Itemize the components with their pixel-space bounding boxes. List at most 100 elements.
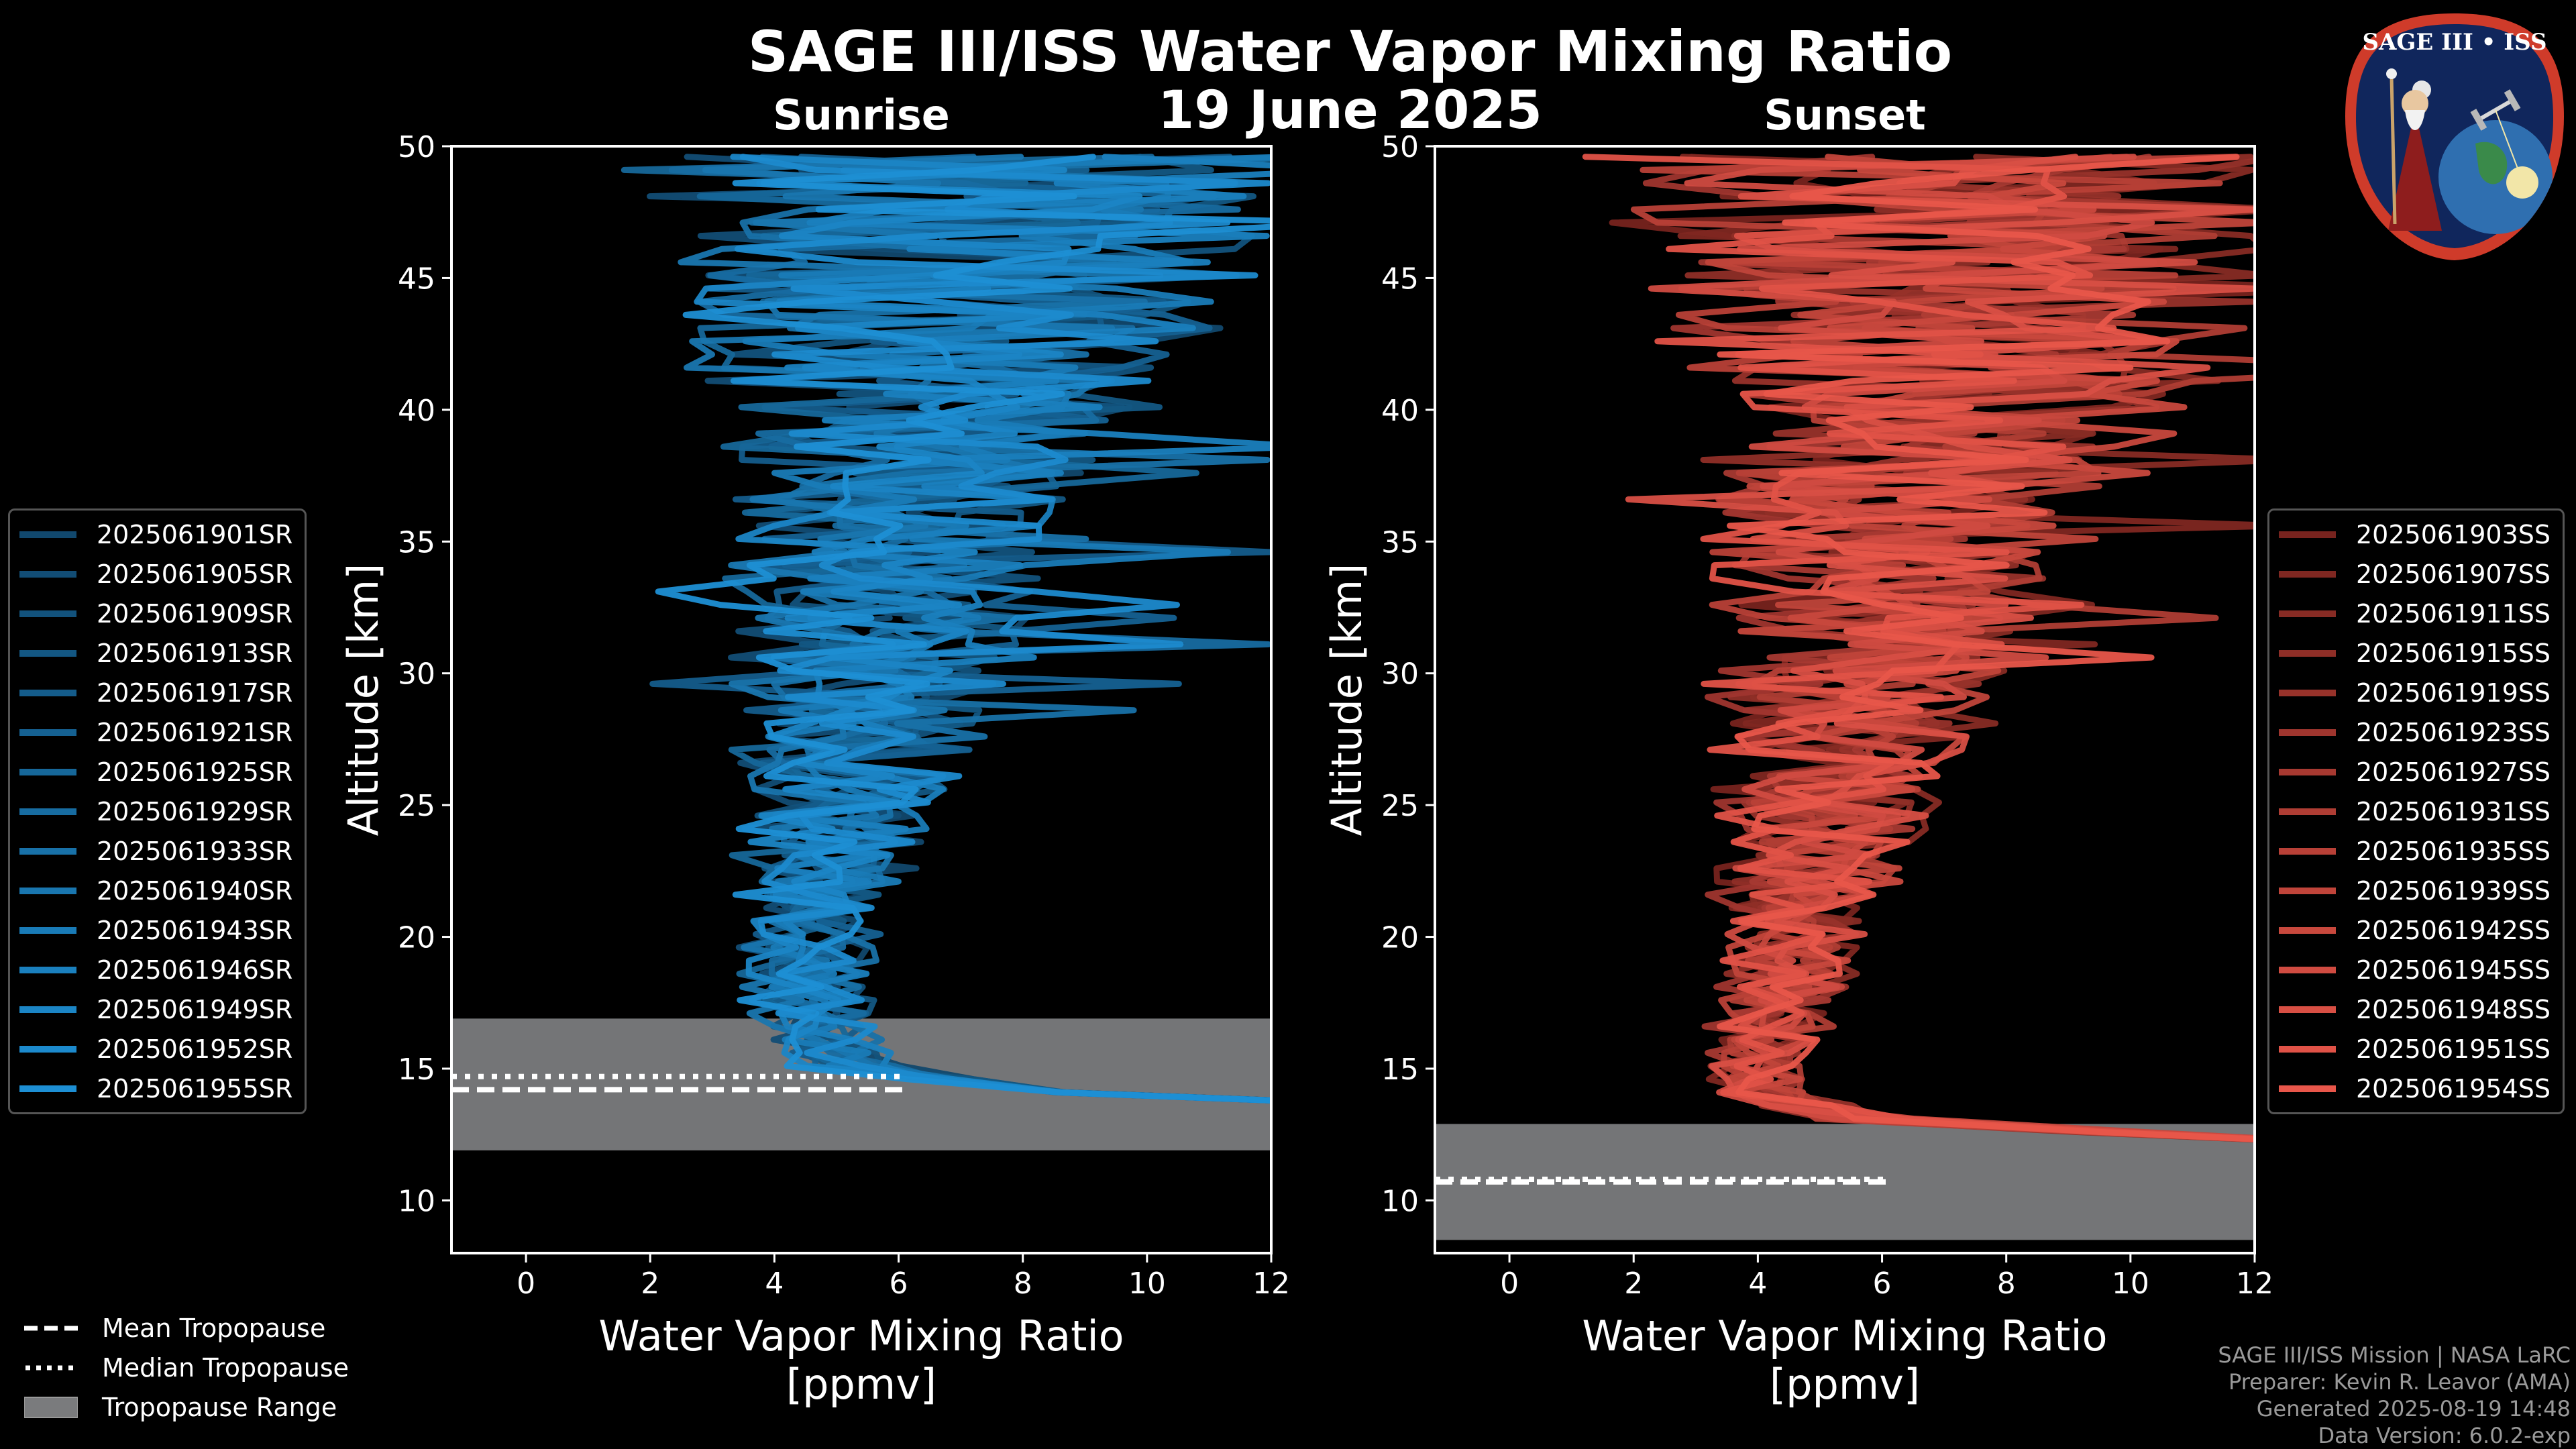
sr-x-axis-label: Water Vapor Mixing Ratio	[598, 1311, 1124, 1360]
sunrise-legend: 2025061901SR 2025061905SR 2025061909SR 2025…	[8, 508, 307, 1114]
trop-legend-range-label: Tropopause Range	[102, 1392, 337, 1422]
sr-legend-label: 2025061909SR	[97, 598, 293, 629]
ss-legend-swatch	[2279, 1085, 2336, 1092]
trop-legend-mean-label: Mean Tropopause	[102, 1313, 326, 1343]
ss-legend-label: 2025061923SS	[2356, 717, 2551, 747]
ss-legend-swatch	[2279, 926, 2336, 934]
sr-y-tick-label: 40	[398, 394, 435, 428]
credits-generated: Generated 2025-08-19 14:48	[2256, 1396, 2571, 1421]
ss-x-axis-label: Water Vapor Mixing Ratio	[1582, 1311, 2107, 1360]
ss-legend-swatch	[2279, 570, 2336, 578]
ss-x-tick-label: 8	[1997, 1267, 2016, 1301]
ss-y-axis-label: Altitude [km]	[1322, 564, 1371, 837]
sr-legend-item: 2025061946SR	[19, 950, 292, 989]
sunset-panel-title: Sunset	[1764, 91, 1926, 140]
ss-y-tick-label: 40	[1381, 394, 1419, 428]
sr-legend-label: 2025061943SR	[97, 915, 293, 945]
patch-text: SAGE III • ISS	[2362, 29, 2546, 56]
sr-legend-label: 2025061940SR	[97, 875, 293, 906]
ss-legend-label: 2025061903SS	[2356, 519, 2551, 549]
ss-legend-label: 2025061919SS	[2356, 678, 2551, 708]
ss-profile-line	[1582, 154, 2255, 1142]
tropopause-legend: Mean Tropopause Median Tropopause Tropop…	[24, 1308, 349, 1427]
sr-x-tick-label: 2	[641, 1267, 659, 1301]
credits-mission: SAGE III/ISS Mission | NASA LaRC	[2218, 1342, 2571, 1368]
ss-axes-frame	[1434, 145, 2256, 1254]
sr-legend-swatch	[19, 1045, 76, 1053]
sr-profile-line	[655, 154, 1271, 1104]
sr-legend-swatch	[19, 808, 76, 815]
ss-legend-swatch	[2279, 847, 2336, 855]
ss-legend-label: 2025061951SS	[2356, 1034, 2551, 1064]
sr-legend-swatch	[19, 610, 76, 617]
sr-x-axis-label: [ppmv]	[786, 1360, 936, 1409]
sr-legend-swatch	[19, 887, 76, 894]
figure-title: SAGE III/ISS Water Vapor Mixing Ratio	[747, 19, 1953, 85]
sr-x-tick-label: 0	[517, 1267, 535, 1301]
ss-legend-swatch	[2279, 887, 2336, 894]
sunset-legend: 2025061903SS 2025061907SS 2025061911SS 2025…	[2267, 508, 2565, 1114]
sr-legend-swatch	[19, 1085, 76, 1092]
sr-legend-label: 2025061929SR	[97, 796, 293, 826]
credits: SAGE III/ISS Mission | NASA LaRC Prepare…	[2218, 1342, 2571, 1449]
ss-legend-label: 2025061927SS	[2356, 757, 2551, 787]
ss-y-tick-label: 15	[1381, 1053, 1419, 1087]
ss-x-tick-label: 4	[1748, 1267, 1767, 1301]
trop-legend-median-label: Median Tropopause	[102, 1352, 349, 1383]
ss-legend-item: 2025061923SS	[2279, 712, 2551, 752]
ss-legend-label: 2025061907SS	[2356, 559, 2551, 589]
ss-legend-label: 2025061942SS	[2356, 915, 2551, 945]
ss-legend-swatch	[2279, 966, 2336, 973]
ss-legend-item: 2025061935SS	[2279, 831, 2551, 871]
sr-y-tick-label: 35	[398, 525, 435, 559]
ss-y-tick-label: 45	[1381, 262, 1419, 296]
sr-legend-swatch	[19, 847, 76, 855]
trop-legend-median: Median Tropopause	[24, 1348, 349, 1387]
ss-legend-swatch	[2279, 729, 2336, 736]
sr-legend-item: 2025061955SR	[19, 1069, 292, 1108]
ss-y-tick-label: 30	[1381, 657, 1419, 692]
figure-date: 19 June 2025	[1158, 80, 1542, 141]
sr-axes-frame	[450, 145, 1273, 1254]
sr-x-tick-label: 8	[1014, 1267, 1032, 1301]
ss-legend-item: 2025061931SS	[2279, 792, 2551, 831]
sage-figure-robe	[2388, 110, 2442, 231]
ss-legend-label: 2025061915SS	[2356, 638, 2551, 668]
ss-legend-swatch	[2279, 768, 2336, 775]
ss-y-tick-label: 10	[1381, 1184, 1419, 1218]
sage-figure-beard	[2405, 110, 2425, 130]
ss-legend-label: 2025061954SS	[2356, 1073, 2551, 1104]
sr-legend-swatch	[19, 768, 76, 775]
sr-profile-lines	[621, 154, 1271, 1104]
ss-legend-item: 2025061942SS	[2279, 910, 2551, 950]
sr-panel: 0 2 4 6 8 10 12 10 15 20 25 30 35 40 45 50 Water Vapor M…	[339, 130, 1290, 1409]
sr-legend-label: 2025061901SR	[97, 519, 293, 549]
ss-legend-item: 2025061907SS	[2279, 554, 2551, 594]
ss-y-tick-label: 50	[1381, 130, 1419, 164]
sr-legend-swatch	[19, 926, 76, 934]
sr-legend-swatch	[19, 689, 76, 696]
sr-legend-item: 2025061925SR	[19, 752, 292, 792]
sr-legend-label: 2025061917SR	[97, 678, 293, 708]
sage-mission-patch: SAGE III • ISS	[2345, 13, 2564, 260]
sr-x-tick-label: 10	[1128, 1267, 1166, 1301]
sunrise-panel-title: Sunrise	[773, 91, 950, 140]
sr-legend-item: 2025061943SR	[19, 910, 292, 950]
sr-legend-swatch	[19, 531, 76, 538]
sr-x-tick-label: 6	[890, 1267, 908, 1301]
continent-shape	[2475, 142, 2508, 184]
ss-legend-item: 2025061903SS	[2279, 515, 2551, 554]
sr-legend-label: 2025061949SR	[97, 994, 293, 1024]
ss-y-tick-label: 25	[1381, 789, 1419, 823]
ss-x-tick-label: 12	[2236, 1267, 2273, 1301]
sr-x-tick-label: 12	[1252, 1267, 1290, 1301]
trop-legend-mean: Mean Tropopause	[24, 1308, 349, 1348]
sr-legend-label: 2025061933SR	[97, 836, 293, 866]
trop-legend-range: Tropopause Range	[24, 1387, 349, 1427]
ss-legend-item: 2025061945SS	[2279, 950, 2551, 989]
ss-legend-swatch	[2279, 610, 2336, 617]
ss-legend-item: 2025061927SS	[2279, 752, 2551, 792]
sr-x-tick-label: 4	[765, 1267, 784, 1301]
ss-profile-lines	[1582, 154, 2255, 1143]
